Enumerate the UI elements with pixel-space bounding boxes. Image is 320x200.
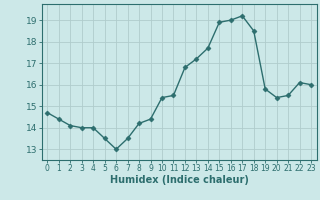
X-axis label: Humidex (Indice chaleur): Humidex (Indice chaleur): [110, 175, 249, 185]
